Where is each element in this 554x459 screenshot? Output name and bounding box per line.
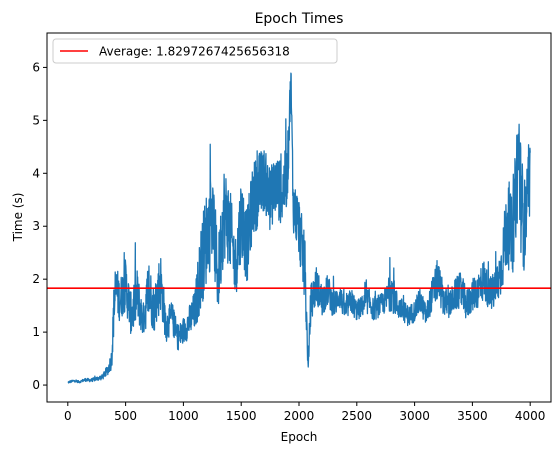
epoch-times-series-line xyxy=(67,72,531,384)
x-tick-label: 1000 xyxy=(168,409,199,423)
chart-title: Epoch Times xyxy=(255,11,344,27)
x-tick-label: 1500 xyxy=(226,409,257,423)
x-tick-label: 0 xyxy=(64,409,72,423)
y-tick-label: 3 xyxy=(32,219,40,233)
x-tick-label: 2500 xyxy=(342,409,373,423)
x-tick-label: 3500 xyxy=(457,409,488,423)
x-axis-label: Epoch xyxy=(281,430,318,444)
y-axis-label: Time (s) xyxy=(11,193,25,243)
x-axis-ticks: 0 500 1000 1500 2000 2500 3000 3500 4000 xyxy=(64,402,545,423)
x-tick-label: 2000 xyxy=(284,409,315,423)
legend-box xyxy=(52,38,338,64)
x-tick-label: 4000 xyxy=(515,409,546,423)
y-tick-label: 5 xyxy=(32,113,40,127)
x-tick-label: 3000 xyxy=(399,409,430,423)
series-layer xyxy=(67,72,531,384)
y-tick-label: 0 xyxy=(32,378,40,392)
y-tick-label: 2 xyxy=(32,272,40,286)
y-tick-label: 4 xyxy=(32,166,40,180)
y-tick-label: 6 xyxy=(32,60,40,74)
y-tick-label: 1 xyxy=(32,325,40,339)
legend-average-label: Average: 1.8297267425656318 xyxy=(99,45,290,59)
x-tick-label: 500 xyxy=(114,409,137,423)
y-axis-ticks: 0 1 2 3 4 5 6 xyxy=(32,60,47,392)
legend: Average: 1.8297267425656318 xyxy=(52,38,338,64)
